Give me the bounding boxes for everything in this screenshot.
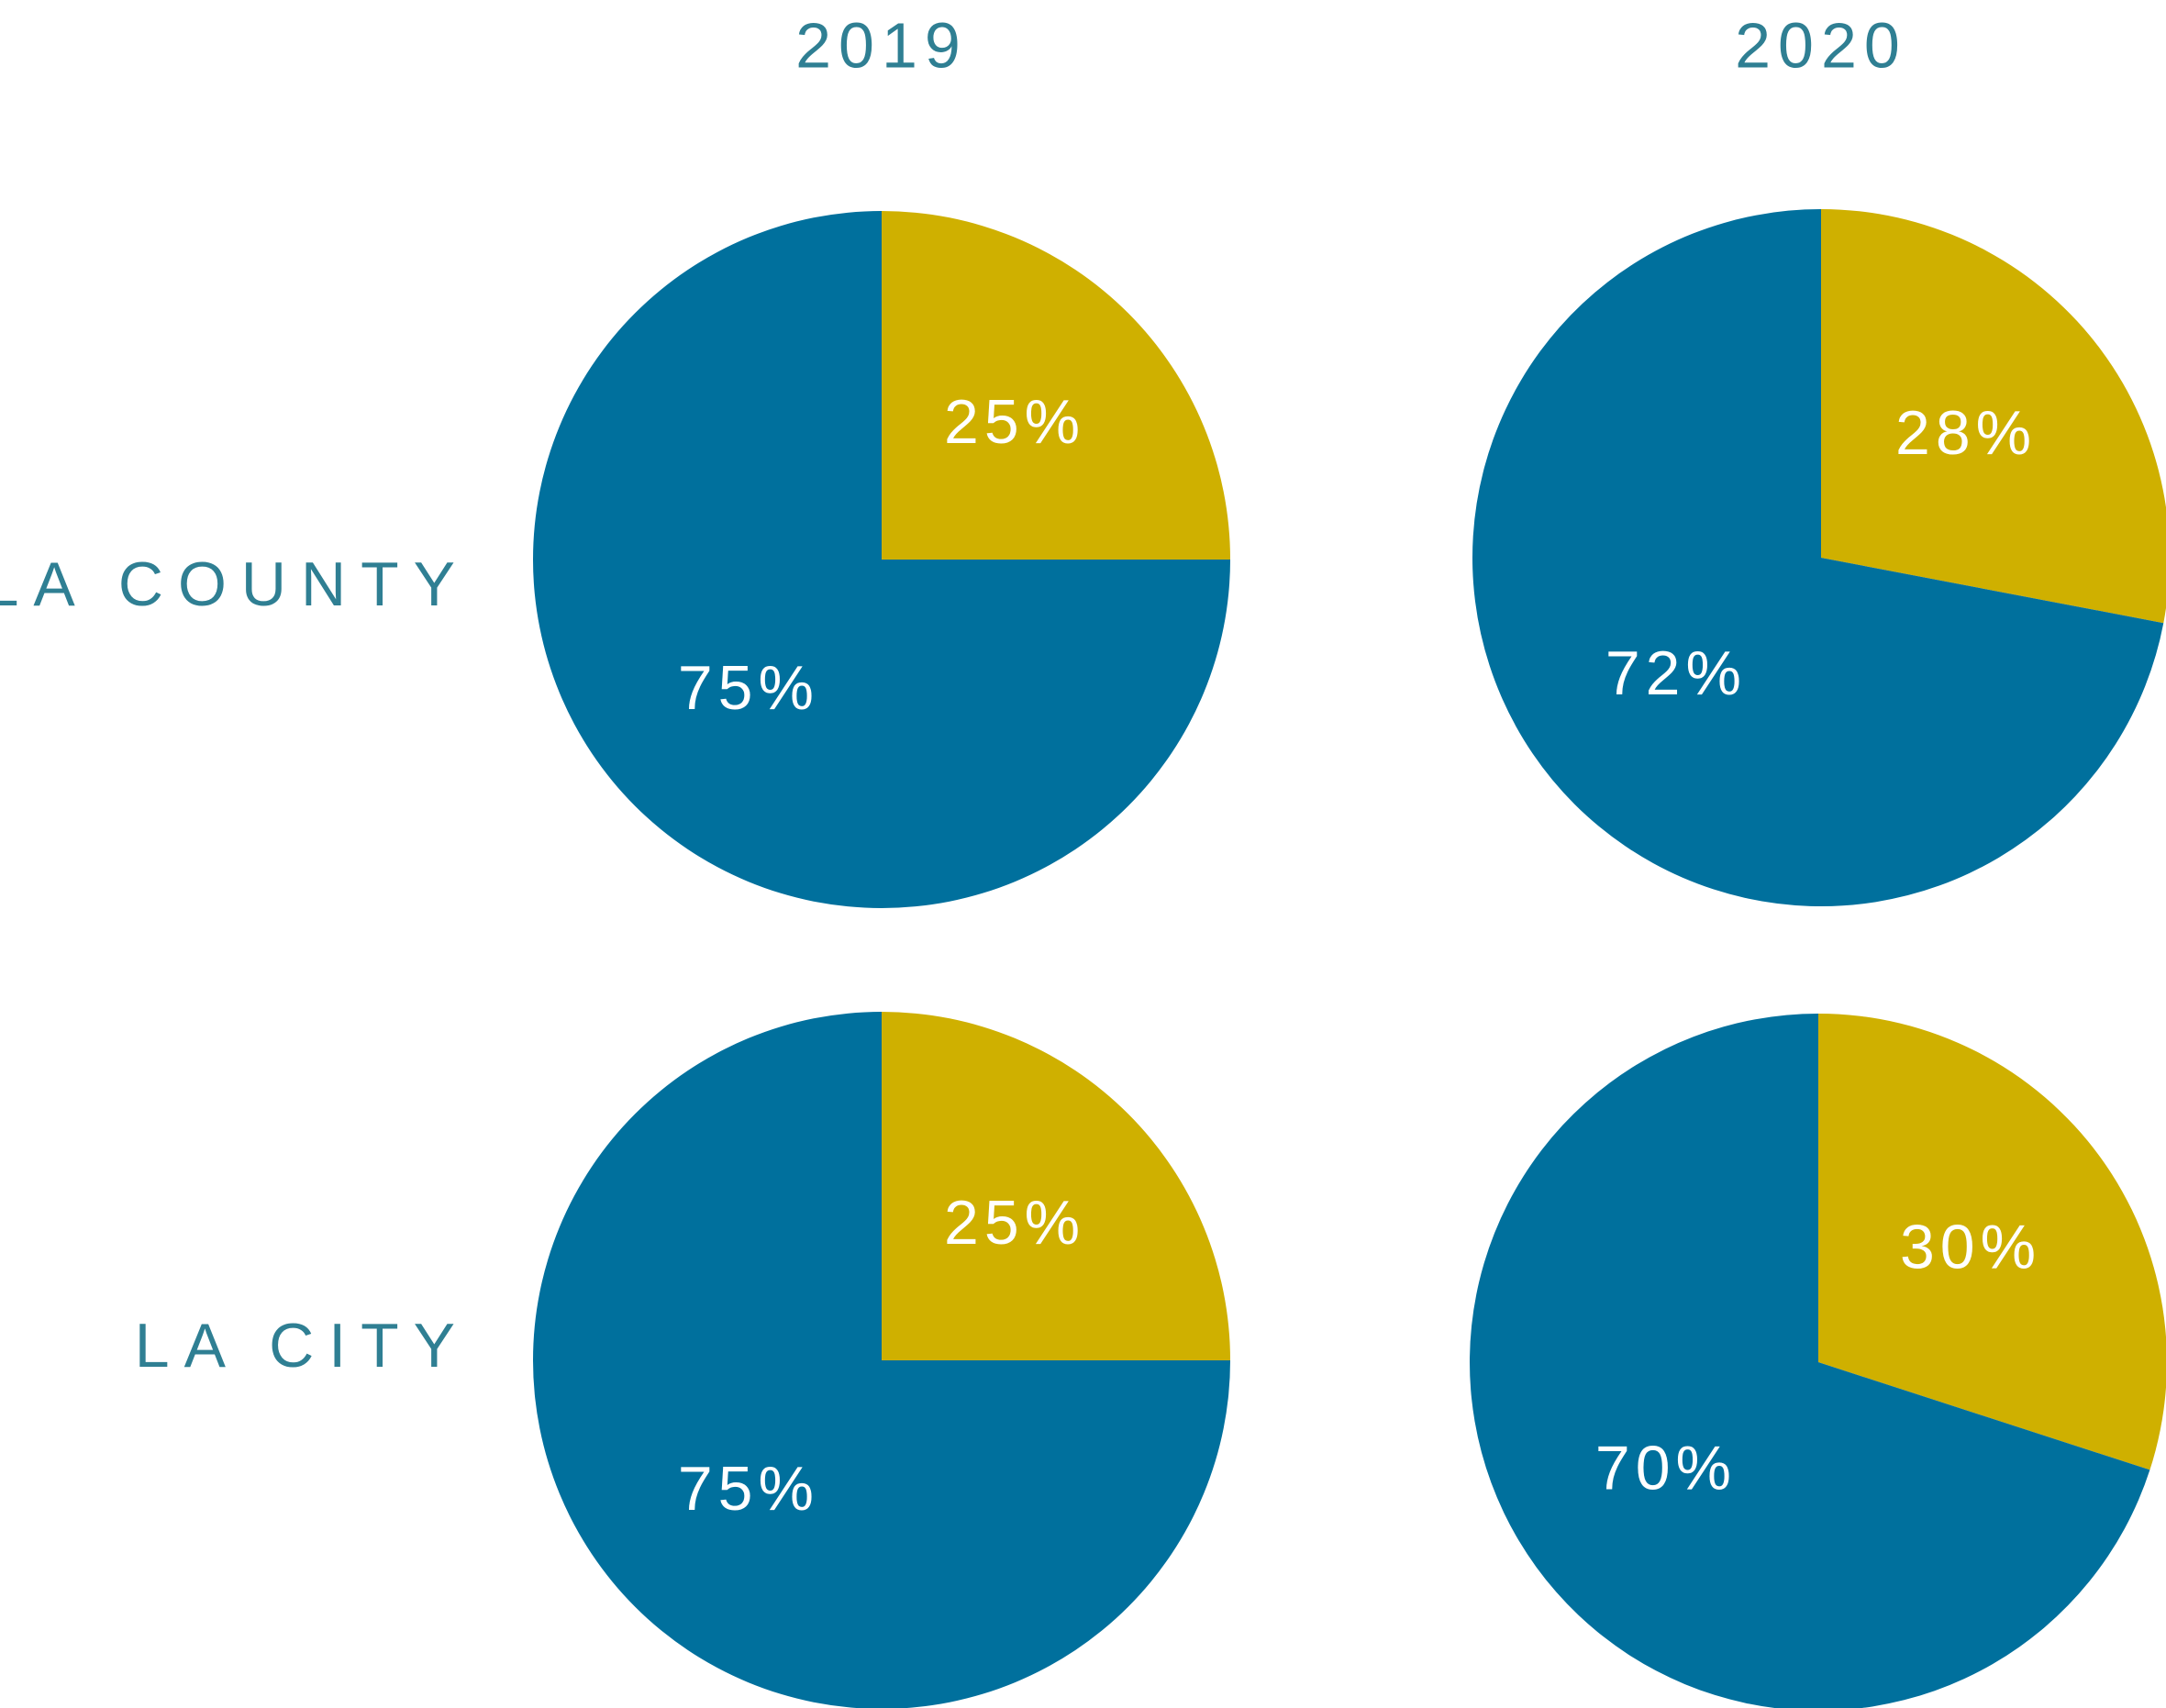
column-header: 2019 <box>795 9 968 81</box>
slice-label: 72% <box>1605 638 1747 708</box>
slice-label: 70% <box>1595 1434 1737 1503</box>
pie-slice <box>882 1012 1230 1360</box>
column-header: 2020 <box>1735 9 1907 81</box>
pie-slice <box>533 211 1230 908</box>
slice-label: 25% <box>944 387 1085 457</box>
slice-label: 30% <box>1900 1212 2041 1281</box>
pie-slice <box>882 211 1230 560</box>
pie-slice <box>1818 1014 2166 1470</box>
slice-label: 75% <box>678 1454 819 1524</box>
slice-label: 28% <box>1895 398 2037 468</box>
slice-label: 75% <box>678 653 819 723</box>
row-label: LA COUNTY <box>0 549 470 619</box>
pie-slice <box>533 1012 1230 1708</box>
pie-slice <box>1470 1014 2150 1708</box>
slice-label: 25% <box>944 1188 1085 1258</box>
pie-slice <box>1472 209 2164 907</box>
pie-slice <box>1821 209 2166 624</box>
row-label: LA CITY <box>135 1311 470 1381</box>
